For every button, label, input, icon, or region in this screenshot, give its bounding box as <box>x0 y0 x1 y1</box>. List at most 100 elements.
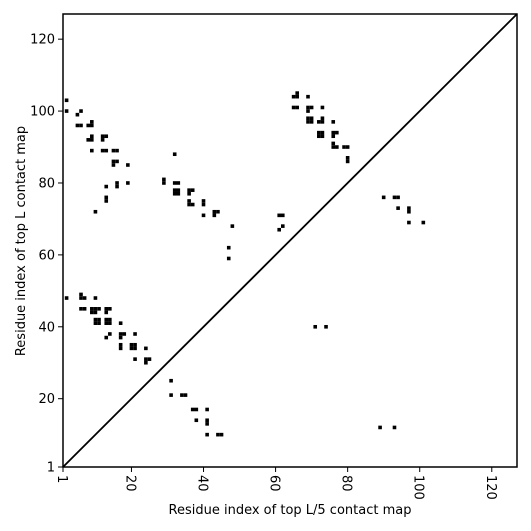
contact-point <box>122 332 127 336</box>
contact-point <box>306 116 310 121</box>
contact-point <box>100 148 105 153</box>
x-tick-label: 1 <box>54 475 69 483</box>
contact-point <box>180 393 184 397</box>
contact-point <box>104 317 109 322</box>
contact-point <box>115 184 119 189</box>
contact-point <box>280 213 285 218</box>
contact-point <box>64 296 69 300</box>
contact-point <box>320 120 325 124</box>
contact-point <box>335 130 339 135</box>
contact-point <box>79 296 83 300</box>
contact-point <box>90 148 94 153</box>
contact-point <box>331 130 336 135</box>
contact-point <box>381 195 386 200</box>
contact-point <box>97 317 101 322</box>
contact-point <box>115 148 119 153</box>
contact-point <box>190 188 195 192</box>
contact-point <box>90 138 94 142</box>
y-tick-label: 40 <box>38 320 55 335</box>
contact-point <box>90 120 94 124</box>
contact-point <box>176 188 181 192</box>
x-tick-label: 40 <box>195 475 210 492</box>
contact-point <box>201 213 206 218</box>
contact-point <box>104 184 109 189</box>
x-tick-label: 20 <box>122 475 137 492</box>
contact-point <box>100 138 105 142</box>
contact-point <box>201 199 206 203</box>
contact-point <box>147 357 152 361</box>
contact-point <box>82 307 87 311</box>
contact-point <box>75 123 80 128</box>
contact-point <box>86 123 91 128</box>
x-axis-label: Residue index of top L/5 contact map <box>169 503 412 518</box>
contact-point <box>201 202 206 207</box>
contact-point <box>93 209 98 214</box>
contact-point <box>320 130 325 135</box>
x-axis-ticks: 1 20 40 60 80 100 120 <box>54 467 498 500</box>
contact-point <box>277 227 281 232</box>
contact-point <box>118 342 123 347</box>
contact-point <box>306 94 310 99</box>
contact-point <box>126 163 130 167</box>
contact-point <box>309 120 314 124</box>
contact-point <box>309 105 314 110</box>
contact-point <box>205 422 209 426</box>
contact-point <box>320 134 325 139</box>
contact-point <box>317 120 321 124</box>
contact-point <box>90 123 94 128</box>
contact-point <box>212 213 217 218</box>
contact-point <box>320 105 325 110</box>
contact-point <box>93 296 98 300</box>
contact-point <box>86 138 91 142</box>
plot-frame <box>62 13 518 468</box>
contact-point <box>64 109 69 113</box>
contact-point <box>133 342 137 347</box>
contact-point <box>93 307 98 311</box>
contact-point <box>115 159 119 164</box>
contact-point <box>392 195 397 200</box>
contact-point <box>190 202 195 207</box>
contact-point <box>129 346 134 351</box>
contact-point <box>82 296 87 300</box>
contact-point <box>187 188 191 192</box>
contact-point <box>226 245 231 250</box>
contact-point <box>144 346 148 351</box>
contact-point <box>396 206 400 210</box>
contact-point <box>291 105 296 110</box>
contact-point <box>118 332 123 336</box>
contact-point <box>212 209 217 214</box>
contact-point <box>104 195 109 200</box>
contact-point <box>104 310 109 315</box>
contact-point <box>407 206 411 210</box>
contact-point <box>169 378 173 383</box>
contact-point <box>342 145 346 149</box>
y-tick-label: 100 <box>30 105 55 120</box>
contact-point <box>205 432 209 437</box>
contact-point <box>187 191 191 196</box>
contact-points <box>64 91 426 437</box>
contact-point <box>104 148 109 153</box>
contact-point <box>345 145 350 149</box>
contact-point <box>79 307 83 311</box>
contact-point <box>187 202 191 207</box>
y-tick-label: 120 <box>30 33 55 48</box>
contact-point <box>205 418 209 423</box>
y-tick-label: 1 <box>47 461 55 476</box>
contact-point <box>219 432 224 437</box>
contact-point <box>172 152 177 157</box>
contact-point <box>79 123 83 128</box>
contact-point <box>345 156 350 160</box>
contact-point <box>306 105 310 110</box>
contact-point <box>108 321 112 325</box>
contact-point <box>162 177 166 182</box>
contact-point <box>317 130 321 135</box>
contact-point <box>194 418 199 423</box>
contact-point <box>104 335 109 340</box>
y-tick-label: 80 <box>38 176 55 191</box>
diagonal-line <box>62 13 518 468</box>
contact-point <box>93 317 98 322</box>
contact-point <box>216 209 220 214</box>
contact-point <box>97 307 101 311</box>
contact-point <box>331 141 336 146</box>
